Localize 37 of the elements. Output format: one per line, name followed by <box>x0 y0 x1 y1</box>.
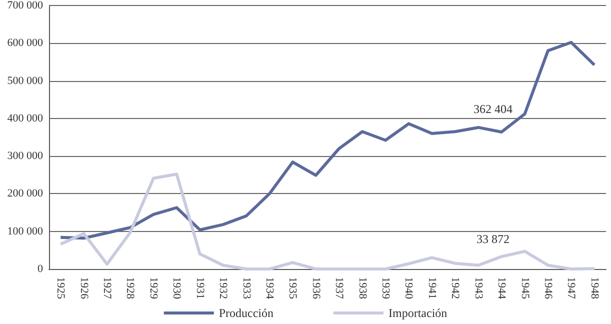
x-tick-label: 1936 <box>310 277 322 300</box>
x-tick-label: 1944 <box>496 277 508 300</box>
x-tick-label: 1945 <box>518 277 531 300</box>
y-tick-label: 0 <box>38 263 44 275</box>
x-tick-label: 1935 <box>286 277 299 300</box>
y-tick-label: 600 000 <box>7 37 44 50</box>
y-tick-label: 200 000 <box>7 188 44 200</box>
x-tick-label: 1943 <box>472 277 484 300</box>
x-tick-label: 1933 <box>240 277 252 300</box>
y-tick-label: 500 000 <box>7 74 44 87</box>
y-tick-label: 400 000 <box>7 112 44 124</box>
x-tick-label: 1929 <box>147 277 160 300</box>
x-tick-label: 1940 <box>402 277 415 300</box>
x-tick-label: 1927 <box>101 277 114 300</box>
x-tick-label: 1928 <box>124 277 136 300</box>
annotation: 33 872 <box>476 232 510 246</box>
x-tick-label: 1932 <box>217 277 230 299</box>
x-tick-label: 1941 <box>426 277 438 299</box>
x-tick-label: 1931 <box>194 277 206 299</box>
x-tick-label: 1938 <box>356 277 368 300</box>
y-tick-label: 100 000 <box>7 225 44 238</box>
x-tick-label: 1937 <box>333 277 346 300</box>
x-tick-label: 1934 <box>263 277 276 300</box>
x-tick-label: 1926 <box>78 277 90 300</box>
y-tick-label: 700 000 <box>7 0 44 12</box>
legend-label: Producción <box>218 306 274 320</box>
x-tick-label: 1925 <box>54 277 67 300</box>
x-tick-label: 1948 <box>588 277 600 300</box>
x-tick-label: 1942 <box>449 277 462 299</box>
x-tick-label: 1939 <box>380 277 392 300</box>
x-tick-label: 1930 <box>170 277 183 300</box>
annotation: 362 404 <box>474 102 512 116</box>
y-tick-label: 300 000 <box>7 150 44 162</box>
x-tick-label: 1946 <box>542 277 554 300</box>
legend-label: Importación <box>388 306 448 320</box>
line-series <box>59 172 596 270</box>
x-tick-label: 1947 <box>565 277 578 300</box>
